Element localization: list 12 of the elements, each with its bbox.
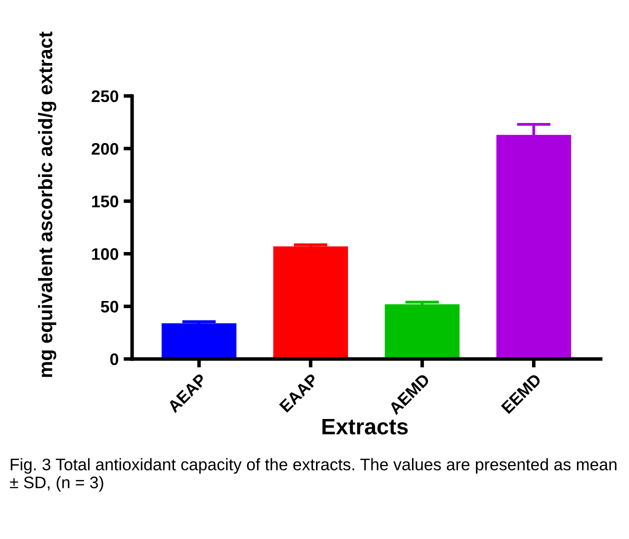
- x-axis-title: Extracts: [322, 418, 408, 434]
- y-axis-title: mg equivalent ascorbic acid/g extract: [38, 32, 56, 377]
- y-tick-label: 50: [100, 300, 118, 313]
- caption: Fig. 3 Total antioxidant capacity of the extracts. The values are presented as mean ± SD, (n = 3): [10, 458, 616, 492]
- bar: [273, 246, 348, 359]
- y-tick-label: 150: [92, 196, 118, 208]
- y-tick-label: 100: [92, 248, 118, 260]
- y-tick-label: 200: [92, 142, 118, 155]
- bar: [384, 304, 460, 359]
- bar: [162, 323, 236, 359]
- y-tick-label: 250: [92, 90, 118, 102]
- y-tick-label: 0: [110, 353, 118, 366]
